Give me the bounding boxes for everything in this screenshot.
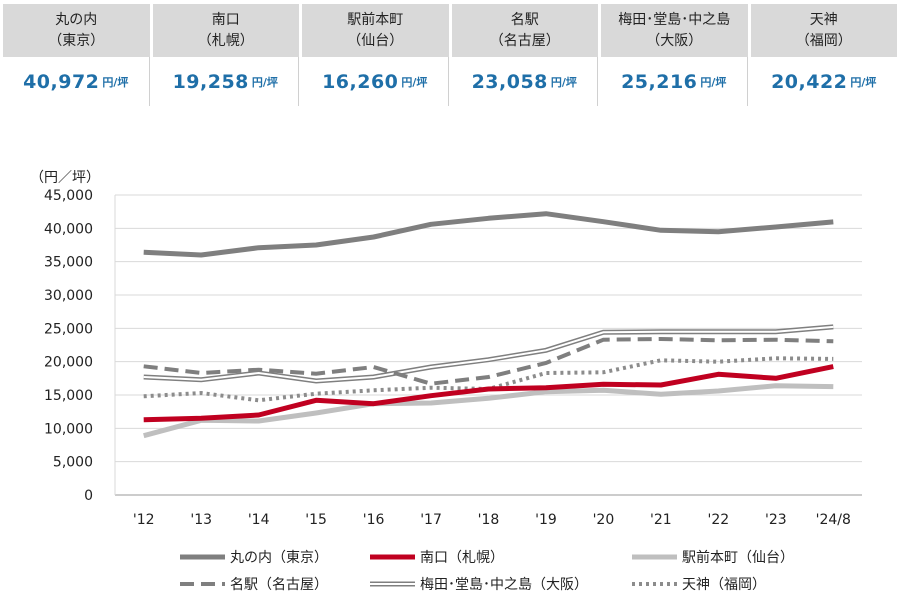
y-tick-label: 30,000 [44, 288, 93, 304]
legend-label: 梅田･堂島･中之島（大阪） [420, 577, 588, 593]
y-axis-label: （円／坪） [30, 170, 100, 186]
series-lines [143, 211, 834, 439]
y-tick-label: 5,000 [53, 455, 93, 471]
x-tick-label: '14 [248, 512, 270, 528]
card-city: 南口 [211, 11, 240, 28]
legend-label: 名駅（名古屋） [230, 577, 328, 593]
card-price: 16,260 [322, 70, 399, 93]
x-tick-label: '12 [133, 512, 155, 528]
series-line [143, 364, 834, 423]
card-price: 19,258 [172, 70, 249, 93]
legend-label: 駅前本町（仙台） [682, 549, 794, 566]
y-tick-label: 20,000 [44, 355, 93, 371]
card-city: 駅前本町 [347, 11, 404, 28]
price-card: 南口 （札幌） 19,258 円/坪 [152, 4, 299, 106]
x-tick-label: '23 [765, 512, 787, 528]
card-body: 20,422 円/坪 [750, 57, 897, 106]
x-tick-label: '13 [190, 512, 212, 528]
price-cards: 丸の内 （東京） 40,972 円/坪 南口 （札幌） 19,258 円/坪 駅… [3, 4, 897, 106]
card-header: 駅前本町 （仙台） [302, 4, 449, 57]
card-unit: 円/坪 [700, 75, 727, 89]
legend: 丸の内（東京） 南口（札幌） 駅前本町（仙台） 名駅（名古屋） 梅田･堂島･中之島（大阪… [180, 549, 794, 593]
card-header: 梅田･堂島･中之島 （大阪） [601, 4, 748, 57]
y-tick-labels: 0 5,000 10,000 15,000 20,000 25,000 30,000 35,0… [44, 188, 93, 504]
card-unit: 円/坪 [850, 75, 877, 89]
card-region: （札幌） [197, 32, 254, 49]
y-tick-label: 25,000 [44, 321, 93, 337]
y-tick-label: 40,000 [44, 221, 93, 237]
card-city: 名駅 [510, 11, 539, 28]
x-tick-label: '22 [708, 512, 730, 528]
series-line [143, 211, 834, 258]
card-city: 梅田･堂島･中之島 [618, 11, 731, 28]
x-tick-label: '17 [420, 512, 442, 528]
card-header: 名駅 （名古屋） [451, 4, 598, 57]
y-tick-label: 15,000 [44, 388, 93, 404]
x-tick-label: '20 [593, 512, 615, 528]
price-card: 天神 （福岡） 20,422 円/坪 [750, 4, 897, 106]
y-tick-label: 35,000 [44, 255, 93, 271]
card-region: （東京） [48, 32, 105, 49]
line-chart: （円／坪） 0 5,000 10,000 15,000 20,000 25,000 30,0… [30, 170, 862, 593]
card-region: （福岡） [795, 32, 852, 49]
card-city: 天神 [809, 11, 838, 28]
card-unit: 円/坪 [251, 75, 278, 89]
legend-label: 丸の内（東京） [230, 550, 328, 566]
price-card: 駅前本町 （仙台） 16,260 円/坪 [302, 4, 449, 106]
grid-lines [114, 194, 862, 496]
x-tick-label: '19 [535, 512, 557, 528]
card-header: 南口 （札幌） [152, 4, 299, 57]
y-tick-label: 0 [84, 488, 93, 504]
x-tick-labels: '12 '13 '14 '15 '16 '17 '18 '19 '20 '21 '22 '23 '24/… [133, 512, 851, 528]
price-card: 名駅 （名古屋） 23,058 円/坪 [451, 4, 598, 106]
x-tick-label: '18 [478, 512, 500, 528]
price-card: 丸の内 （東京） 40,972 円/坪 [3, 4, 150, 106]
series-line [143, 356, 834, 403]
card-unit: 円/坪 [550, 75, 577, 89]
card-region: （大阪） [646, 32, 703, 49]
x-tick-label: '15 [305, 512, 327, 528]
y-tick-label: 45,000 [44, 188, 93, 204]
series-line [143, 383, 834, 439]
card-price: 25,216 [621, 70, 698, 93]
card-price: 20,422 [771, 70, 848, 93]
y-tick-label: 10,000 [44, 421, 93, 437]
card-unit: 円/坪 [102, 75, 129, 89]
card-body: 16,260 円/坪 [302, 57, 449, 106]
card-body: 40,972 円/坪 [3, 57, 150, 106]
card-body: 25,216 円/坪 [601, 57, 748, 106]
card-region: （仙台） [347, 32, 404, 49]
card-header: 丸の内 （東京） [3, 4, 150, 57]
x-tick-label: '16 [363, 512, 385, 528]
card-price: 23,058 [471, 70, 548, 93]
card-body: 23,058 円/坪 [451, 57, 598, 106]
x-tick-label: '24/8 [816, 512, 851, 528]
price-card: 梅田･堂島･中之島 （大阪） 25,216 円/坪 [601, 4, 748, 106]
legend-label: 天神（福岡） [682, 577, 766, 593]
x-tick-label: '21 [650, 512, 672, 528]
card-unit: 円/坪 [401, 75, 428, 89]
card-body: 19,258 円/坪 [152, 57, 299, 106]
legend-label: 南口（札幌） [420, 550, 504, 566]
card-price: 40,972 [23, 70, 100, 93]
card-region: （名古屋） [489, 32, 560, 49]
card-city: 丸の内 [55, 11, 98, 28]
series-line-inner [143, 325, 834, 383]
series-line [143, 336, 834, 386]
card-header: 天神 （福岡） [750, 4, 897, 57]
